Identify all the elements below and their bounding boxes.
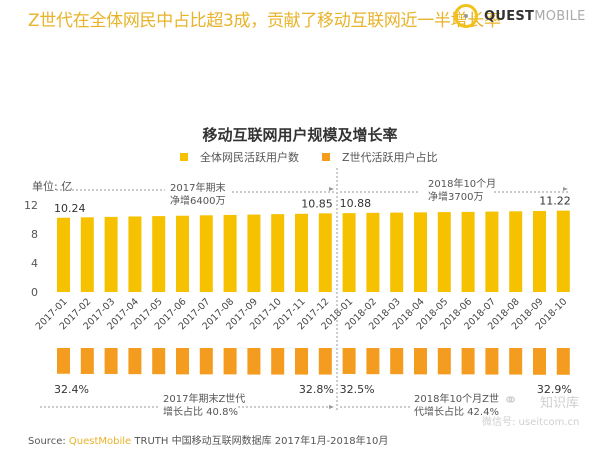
- share-data-label: 32.8%: [299, 383, 334, 396]
- headline: Z世代在全体网民中占比超3成，贡献了移动互联网近一半增长率: [28, 11, 501, 31]
- users-data-label: 10.88: [340, 197, 372, 210]
- users-bar: [414, 212, 427, 292]
- watermark-account: 微信号: useitcom.cn: [482, 417, 580, 428]
- users-bar: [128, 216, 142, 292]
- users-bar: [176, 215, 189, 292]
- share-bar: [461, 348, 475, 375]
- share-bar: [366, 348, 380, 375]
- y-tick-label: 8: [31, 228, 38, 241]
- annotation-users-2017: 2017年期末 净增6400万: [170, 183, 226, 207]
- source-prefix: Source:: [28, 436, 66, 447]
- users-bar: [390, 212, 404, 292]
- share-bar: [342, 348, 356, 374]
- users-bar: [152, 216, 166, 292]
- users-bar: [271, 214, 285, 292]
- source-line: Source: QuestMobile TRUTH 中国移动互联网数据库 201…: [28, 432, 388, 447]
- users-data-label: 11.22: [539, 195, 571, 208]
- share-bar: [318, 348, 332, 375]
- logo-text-bold: QUEST: [484, 8, 535, 24]
- annotation-users-2018: 2018年10个月 净增3700万: [428, 179, 497, 203]
- users-bar: [366, 212, 380, 292]
- share-bar: [223, 348, 237, 375]
- users-bar: [295, 213, 308, 292]
- users-bar: [247, 214, 261, 292]
- share-bar: [509, 348, 523, 375]
- share-bar: [295, 348, 308, 375]
- share-bar: [57, 348, 70, 374]
- questmobile-logo: QUESTMOBILE: [454, 4, 586, 28]
- users-data-label: 10.85: [301, 197, 333, 210]
- share-data-label: 32.9%: [537, 383, 572, 396]
- users-bar: [318, 213, 332, 292]
- users-data-label: 10.24: [54, 202, 86, 215]
- chart-title: 移动互联网用户规模及增长率: [202, 126, 398, 144]
- users-bar: [223, 214, 237, 292]
- share-bar: [152, 348, 166, 375]
- share-bar: [104, 348, 118, 374]
- share-bar: [485, 348, 499, 375]
- users-bar: [342, 213, 356, 292]
- legend-label-share: Z世代活跃用户占比: [342, 151, 438, 164]
- users-bar: [533, 211, 546, 292]
- legend-item-share: Z世代活跃用户占比: [322, 149, 438, 165]
- legend-swatch-share: [322, 153, 330, 161]
- logo-text-light: MOBILE: [534, 8, 586, 24]
- annotation-share-2017: 2017年期末Z世代 增长占比 40.8%: [163, 394, 246, 418]
- share-data-label: 32.4%: [54, 383, 89, 396]
- wechat-icon: ⚭: [503, 390, 519, 411]
- unit-label: 单位: 亿: [32, 180, 73, 193]
- share-bar: [414, 348, 427, 375]
- legend-label-users: 全体网民活跃用户数: [200, 151, 299, 164]
- users-bar: [199, 215, 213, 292]
- share-bar: [533, 348, 546, 375]
- users-bar: [437, 212, 451, 292]
- users-bar: [509, 211, 523, 292]
- users-bar: [57, 217, 70, 292]
- source-rest: TRUTH 中国移动互联网数据库 2017年1月-2018年10月: [134, 436, 389, 447]
- users-bar: [104, 216, 118, 292]
- y-tick-label: 4: [31, 257, 38, 270]
- share-bar: [271, 348, 285, 375]
- questmobile-logo-icon: [454, 4, 478, 28]
- share-bar: [556, 348, 570, 375]
- share-bar: [199, 348, 213, 375]
- y-tick-label: 12: [24, 199, 38, 212]
- share-bar: [176, 348, 189, 375]
- users-bar: [80, 217, 94, 292]
- annotation-share-2018: 2018年10个月Z世 代增长占比 42.4%: [414, 394, 500, 418]
- share-bar: [247, 348, 261, 375]
- arrowhead-2018: [563, 187, 568, 191]
- share-bar: [80, 348, 94, 374]
- source-brand: QuestMobile: [68, 436, 132, 447]
- watermark-name: 知识库: [540, 396, 580, 411]
- legend-item-users: 全体网民活跃用户数: [180, 149, 299, 165]
- users-bar: [556, 210, 570, 292]
- share-bar: [128, 348, 142, 375]
- share-data-label: 32.5%: [340, 383, 375, 396]
- y-tick-label: 0: [31, 286, 38, 299]
- users-bar: [461, 211, 475, 292]
- legend-swatch-users: [180, 153, 188, 161]
- share-bar: [390, 348, 404, 375]
- users-bar: [485, 211, 499, 292]
- arrowhead-share-2017: [329, 405, 334, 409]
- share-bar: [437, 348, 451, 375]
- arrowhead-2017: [329, 187, 334, 191]
